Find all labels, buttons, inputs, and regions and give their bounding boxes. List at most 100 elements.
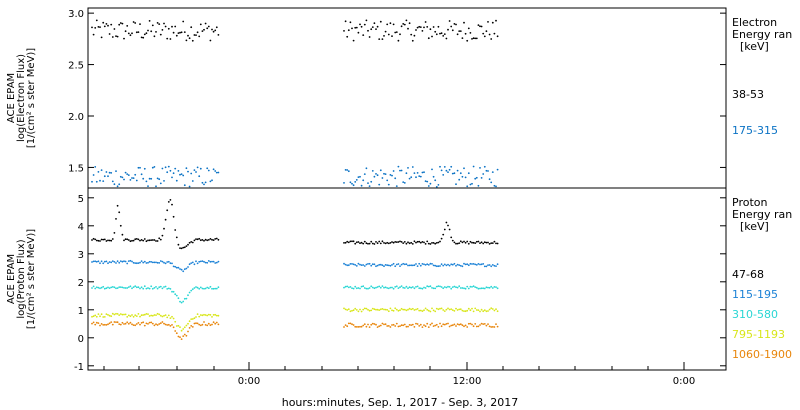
- data-point: [347, 286, 350, 289]
- data-point: [118, 23, 121, 26]
- data-point: [482, 323, 485, 325]
- data-point: [349, 286, 352, 288]
- data-point: [92, 285, 95, 288]
- data-point: [215, 321, 218, 324]
- data-point: [110, 23, 113, 26]
- data-point: [479, 324, 481, 326]
- data-point: [445, 264, 448, 267]
- data-point: [389, 174, 392, 176]
- data-point: [459, 240, 462, 243]
- data-point: [191, 318, 194, 320]
- data-point: [453, 241, 456, 244]
- data-point: [99, 287, 101, 290]
- data-point: [419, 175, 422, 178]
- data-point: [461, 309, 464, 312]
- data-point: [495, 19, 497, 22]
- data-point: [384, 308, 387, 311]
- data-point: [355, 326, 358, 328]
- data-point: [107, 24, 109, 27]
- data-point: [447, 322, 449, 325]
- data-point: [418, 262, 421, 265]
- data-point: [102, 238, 105, 241]
- data-point: [367, 308, 369, 311]
- data-point: [188, 185, 191, 188]
- data-point: [110, 286, 113, 289]
- data-point: [447, 285, 449, 288]
- data-point: [135, 179, 138, 182]
- data-point: [386, 241, 389, 244]
- data-point: [416, 26, 419, 29]
- data-point: [99, 26, 101, 28]
- data-point: [373, 287, 376, 290]
- data-point: [217, 314, 220, 317]
- data-point: [384, 286, 387, 289]
- data-point: [190, 262, 193, 264]
- data-point: [480, 263, 483, 266]
- data-point: [343, 286, 345, 289]
- data-point: [344, 308, 347, 311]
- data-point: [145, 287, 148, 290]
- data-point: [115, 262, 117, 264]
- data-point: [118, 286, 121, 288]
- data-point: [105, 23, 108, 25]
- data-point: [126, 316, 129, 318]
- data-point: [451, 309, 454, 311]
- data-point: [373, 308, 376, 311]
- data-point: [135, 315, 138, 317]
- data-point: [211, 179, 213, 182]
- data-point: [421, 310, 424, 312]
- data-point: [487, 241, 489, 244]
- data-point: [166, 261, 169, 263]
- data-point: [461, 265, 464, 268]
- data-point: [171, 324, 173, 326]
- data-point: [92, 174, 95, 176]
- data-point: [365, 287, 368, 290]
- data-point: [376, 308, 379, 311]
- series-47-68: [91, 199, 499, 250]
- data-point: [365, 263, 368, 266]
- data-point: [351, 287, 353, 289]
- data-point: [451, 172, 454, 175]
- data-point: [171, 25, 173, 28]
- data-point: [450, 25, 453, 28]
- data-point: [199, 286, 202, 289]
- data-point: [451, 263, 454, 266]
- data-point: [386, 309, 389, 311]
- data-point: [367, 287, 369, 290]
- data-point: [198, 35, 201, 38]
- data-point: [207, 239, 210, 241]
- data-point: [351, 309, 353, 312]
- data-point: [355, 179, 358, 181]
- data-point: [378, 309, 381, 311]
- data-point: [347, 308, 350, 311]
- data-point: [174, 167, 177, 170]
- data-point: [127, 322, 130, 325]
- data-point: [142, 261, 145, 264]
- data-point: [107, 286, 109, 289]
- data-point: [346, 285, 349, 288]
- data-point: [103, 323, 106, 326]
- data-point: [137, 238, 140, 241]
- data-point: [214, 313, 217, 316]
- data-point: [400, 25, 403, 28]
- data-point: [371, 263, 374, 266]
- data-point: [362, 34, 365, 36]
- data-point: [443, 228, 446, 231]
- data-point: [193, 317, 196, 320]
- data-point: [459, 30, 462, 32]
- data-point: [207, 260, 210, 262]
- data-point: [405, 242, 408, 245]
- data-point: [392, 287, 395, 290]
- data-point: [480, 308, 483, 311]
- y-tick-label: 3.0: [68, 9, 84, 20]
- data-point: [207, 322, 210, 325]
- data-point: [477, 184, 480, 187]
- data-point: [392, 309, 395, 312]
- data-point: [143, 324, 146, 327]
- data-point: [91, 287, 93, 289]
- data-point: [179, 247, 181, 250]
- data-point: [169, 38, 172, 40]
- data-point: [156, 177, 159, 180]
- data-point: [158, 286, 161, 289]
- series-115-195: [91, 259, 499, 273]
